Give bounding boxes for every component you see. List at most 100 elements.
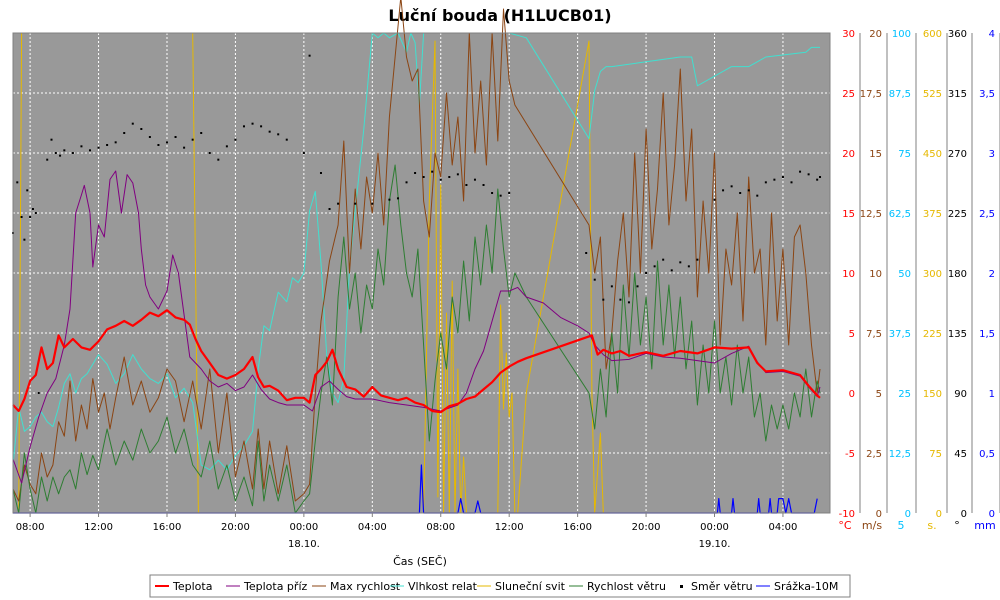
x-tick-label: 20:00	[632, 522, 661, 533]
wind-direction-point	[71, 152, 74, 154]
legend-item: Teplota	[155, 580, 212, 593]
wind-direction-point	[739, 192, 742, 194]
wind-direction-point	[328, 208, 331, 210]
wind-direction-point	[26, 189, 29, 192]
wind-direction-point	[277, 133, 280, 136]
wind-direction-point	[456, 173, 459, 176]
wind-direction-point	[88, 149, 91, 152]
wind-direction-point	[499, 194, 502, 197]
tick-label-sun: 375	[923, 209, 942, 220]
axis-unit-sun: s.	[927, 519, 936, 532]
tick-label-rain: 2,5	[979, 209, 995, 220]
wind-direction-point	[106, 144, 109, 146]
tick-label-wind: 5	[876, 389, 882, 400]
legend-label: Směr větru	[691, 580, 753, 593]
x-axis: 08:00 12:00 16:00 20:00 00:00 04:00 08:00 12:00…	[13, 512, 830, 550]
tick-label-temp: -10	[839, 509, 855, 520]
legend-item: Vlhkost relat	[390, 580, 478, 593]
tick-label-wind: 2,5	[866, 449, 882, 460]
tick-label-sun: 225	[923, 329, 942, 340]
wind-direction-point	[388, 198, 391, 201]
tick-label-sun: 525	[923, 89, 942, 100]
legend-label: Teplota	[172, 580, 212, 593]
tick-label-rain: 4	[989, 29, 995, 40]
wind-direction-point	[653, 265, 656, 268]
y-axes: -10-5051015202530°C02,557,51012,51517,52…	[838, 29, 1000, 532]
wind-direction-point	[140, 128, 143, 130]
wind-direction-point	[308, 54, 311, 57]
wind-direction-point	[251, 122, 254, 125]
tick-label-hum: 37,5	[889, 329, 911, 340]
legend-label: Rychlost větru	[587, 580, 666, 593]
wind-direction-point	[819, 176, 822, 178]
tick-label-wind: 20	[869, 29, 882, 40]
tick-label-temp: 0	[849, 389, 855, 400]
wind-direction-point	[602, 298, 605, 301]
tick-label-wind: 7,5	[866, 329, 882, 340]
legend-label: Max rychlost	[330, 580, 401, 593]
tick-label-dir: 135	[948, 329, 967, 340]
wind-direction-point	[31, 208, 34, 210]
wind-direction-point	[662, 258, 665, 261]
legend-label: Srážka-10M	[774, 580, 838, 593]
wind-direction-point	[431, 170, 434, 173]
x-tick-label: 08:00	[426, 522, 455, 533]
wind-direction-point	[183, 146, 186, 149]
wind-direction-point	[174, 136, 177, 138]
legend-label: Teplota příz	[243, 580, 307, 593]
x-date-label: 18.10.	[288, 539, 320, 550]
wind-direction-point	[260, 125, 263, 128]
wind-direction-point	[285, 138, 288, 141]
tick-label-dir: 270	[948, 149, 967, 160]
wind-direction-point	[422, 176, 425, 178]
x-tick-label: 16:00	[153, 522, 182, 533]
tick-label-dir: 180	[948, 269, 967, 280]
tick-label-sun: 0	[936, 509, 942, 520]
x-tick-label: 12:00	[84, 522, 113, 533]
tick-label-rain: 3	[989, 149, 995, 160]
tick-label-temp: 15	[842, 209, 855, 220]
wind-direction-point	[242, 125, 245, 128]
wind-direction-point	[730, 185, 733, 188]
x-date-label: 19.10.	[699, 539, 731, 550]
x-tick-label: 20:00	[221, 522, 250, 533]
wind-direction-point	[34, 212, 37, 214]
axis-unit-wind: m/s	[862, 519, 882, 532]
tick-label-wind: 15	[869, 149, 882, 160]
wind-direction-point	[790, 181, 793, 184]
wind-direction-point	[59, 154, 62, 157]
wind-direction-point	[679, 261, 682, 264]
wind-direction-point	[491, 192, 494, 194]
wind-direction-point	[16, 181, 19, 184]
x-tick-label: 04:00	[769, 522, 798, 533]
tick-label-dir: 315	[948, 89, 967, 100]
tick-label-temp: 10	[842, 269, 855, 280]
wind-direction-point	[636, 285, 639, 288]
legend: Teplota Teplota příz Max rychlost Vlhkost r…	[155, 580, 838, 593]
wind-direction-point	[97, 146, 100, 149]
tick-label-sun: 450	[923, 149, 942, 160]
series-slunecni-svit	[13, 32, 820, 514]
wind-direction-point	[405, 181, 408, 184]
wind-direction-point	[619, 298, 622, 301]
tick-label-rain: 0	[989, 509, 995, 520]
wind-direction-point	[482, 184, 485, 186]
x-tick-label: 12:00	[495, 522, 524, 533]
wind-direction-point	[46, 158, 49, 161]
x-tick-label: 08:00	[16, 522, 45, 533]
tick-label-dir: 225	[948, 209, 967, 220]
legend-label: Vlhkost relat	[408, 580, 478, 593]
tick-label-hum: 62,5	[889, 209, 911, 220]
tick-label-wind: 0	[876, 509, 882, 520]
wind-direction-point	[610, 285, 613, 288]
wind-direction-point	[208, 152, 211, 154]
wind-direction-point	[799, 170, 802, 173]
wind-direction-point	[756, 194, 759, 197]
tick-label-wind: 12,5	[860, 209, 882, 220]
wind-direction-point	[80, 145, 83, 148]
wind-direction-point	[268, 130, 271, 133]
tick-label-hum: 75	[898, 149, 911, 160]
wind-direction-point	[234, 138, 237, 141]
series-layer	[12, 0, 822, 514]
